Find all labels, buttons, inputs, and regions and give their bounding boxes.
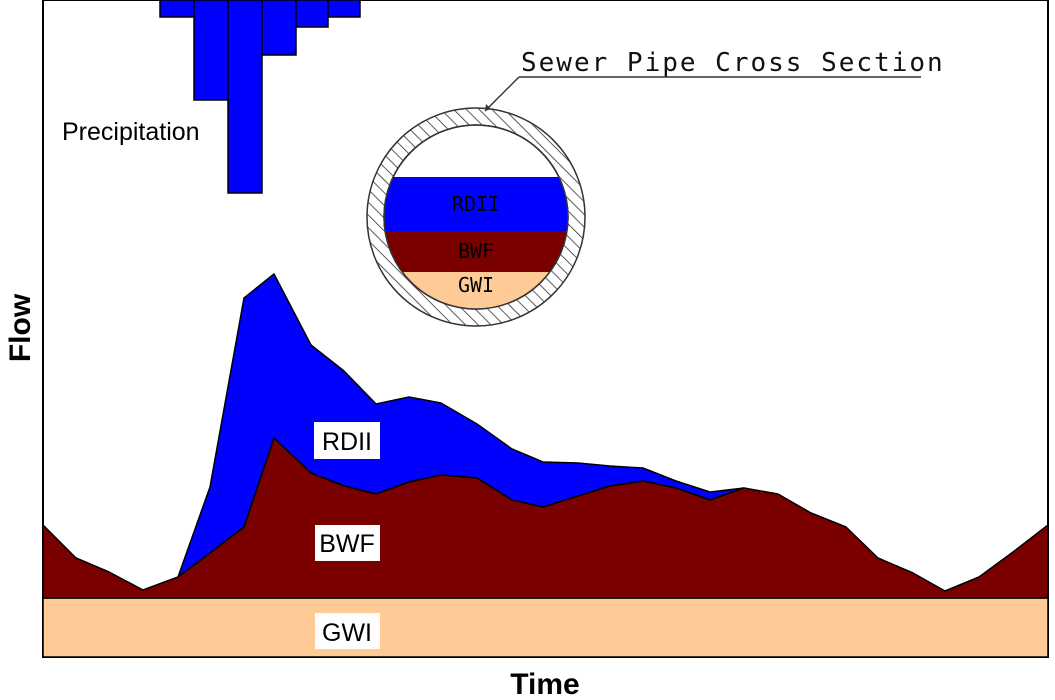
bwf-area (42, 437, 1049, 599)
precipitation-bars (159, 0, 361, 194)
precip-bar (295, 0, 329, 28)
pipe-rdii-layer (384, 177, 568, 231)
precipitation-label: Precipitation (62, 118, 200, 146)
gwi-layer (42, 597, 1049, 658)
gwi-label: GWI (322, 619, 372, 647)
bwf-label: BWF (319, 530, 375, 558)
x-axis-title: Time (510, 668, 579, 700)
pipe-bwf-layer (384, 231, 568, 272)
pipe-layer-bwf: BWF (458, 239, 494, 263)
pipe-layer-rdii: RDII (452, 192, 500, 216)
pipe-cross-section: RDII BWF GWI (366, 107, 586, 327)
pipe-layer-gwi: GWI (458, 273, 494, 297)
gwi-label-box: GWI (315, 613, 380, 649)
precip-bar (193, 0, 229, 101)
y-axis-title: Flow (4, 293, 37, 362)
pipe-leader-arrow (485, 104, 491, 111)
precip-bar (261, 0, 297, 56)
precip-bar (159, 0, 195, 18)
precip-bar (327, 0, 361, 18)
pipe-callout: Sewer Pipe Cross Section (484, 48, 945, 112)
rdii-label: RDII (322, 428, 372, 456)
precip-bar (227, 0, 263, 194)
bwf-label-box: BWF (315, 525, 380, 561)
pipe-title: Sewer Pipe Cross Section (521, 48, 945, 78)
rdii-label-box: RDII (314, 422, 380, 459)
pipe-leader-line (484, 76, 520, 112)
